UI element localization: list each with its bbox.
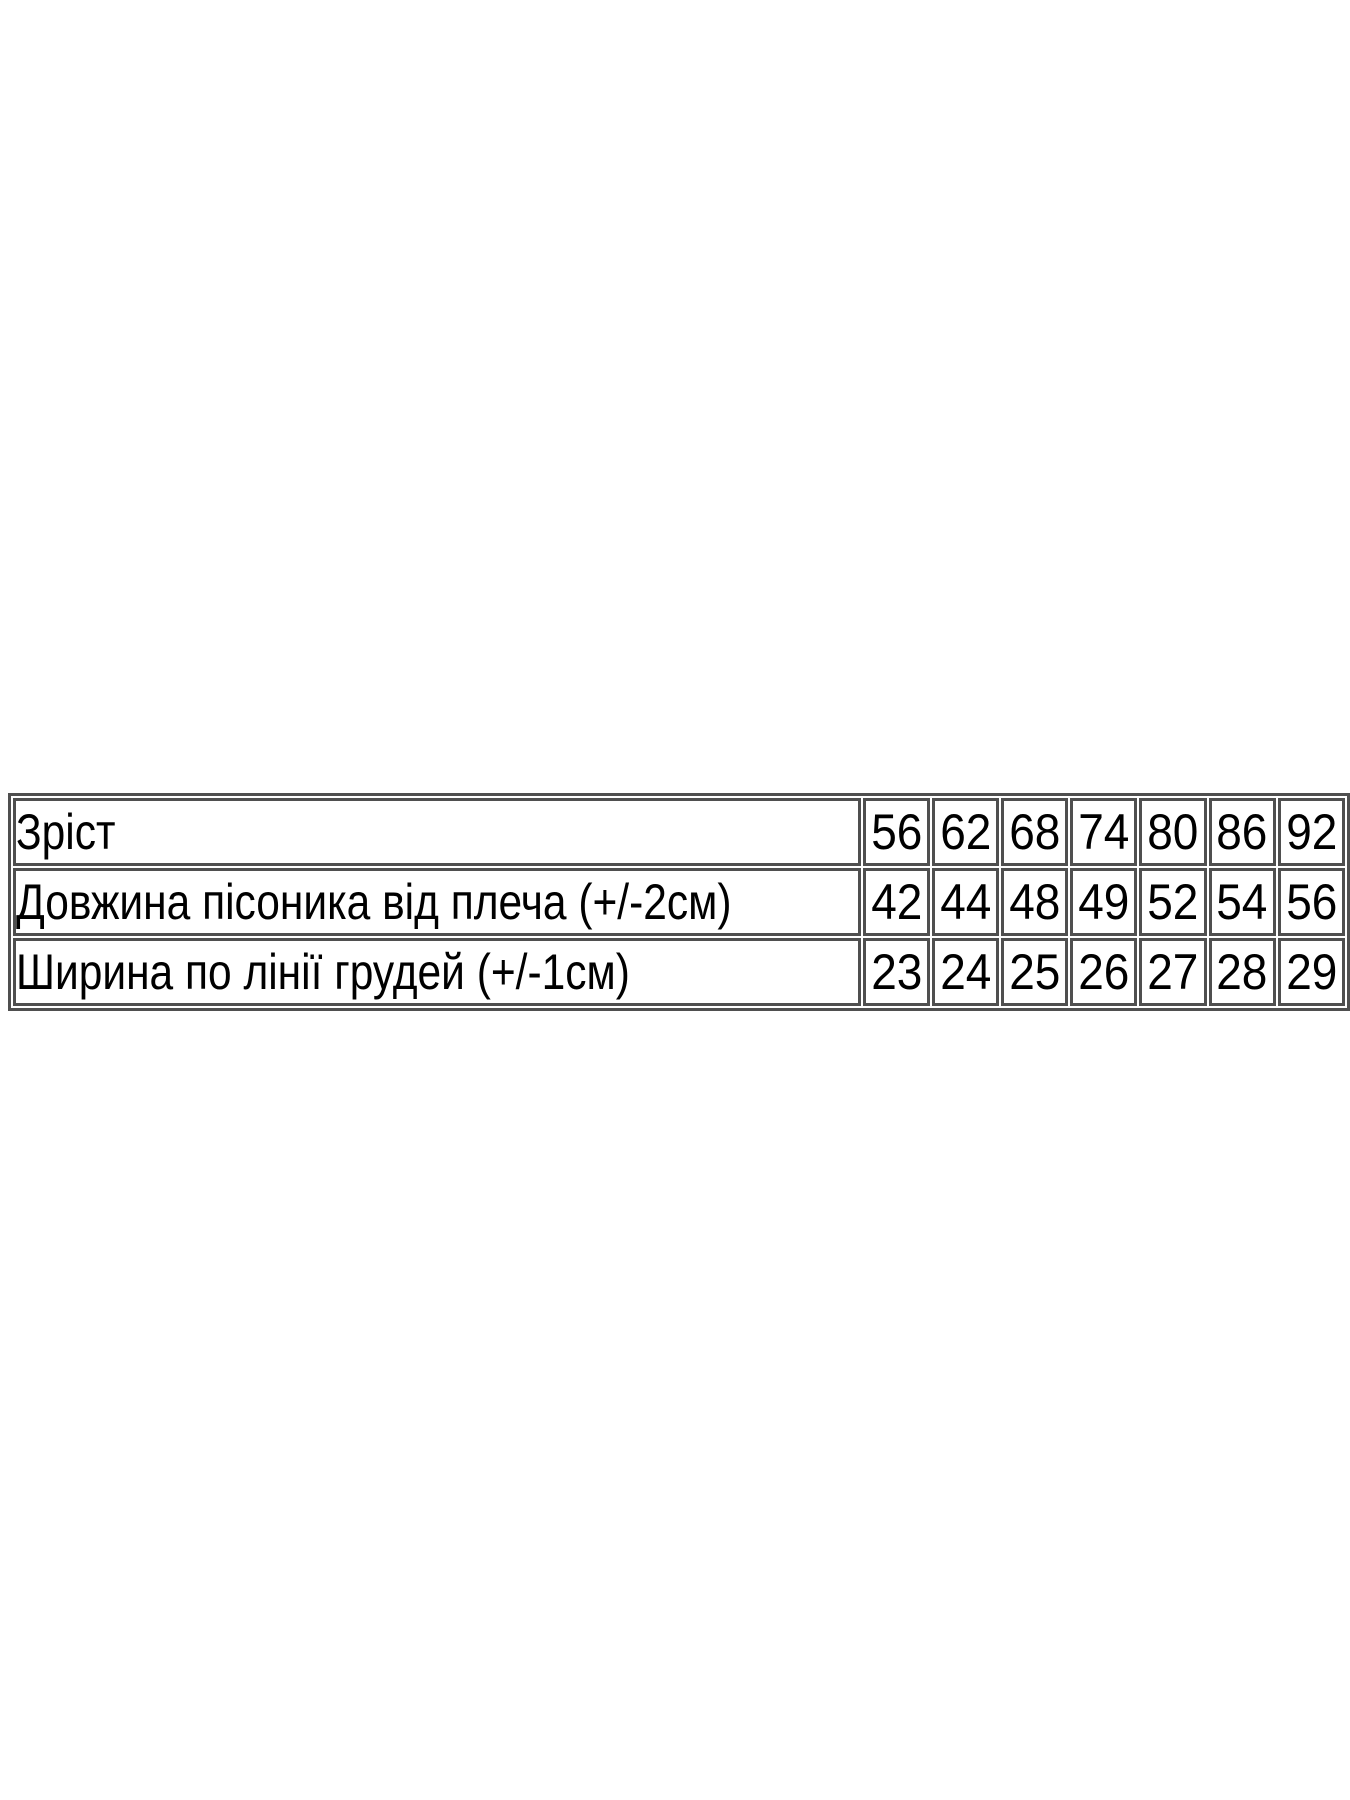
- size-value: 49: [1078, 874, 1130, 930]
- table-row-width: Ширина по лінії грудей (+/-1см) 23 24 25…: [13, 938, 1345, 1006]
- size-cell: 68: [1001, 798, 1069, 866]
- size-cell: 48: [1001, 868, 1069, 936]
- size-value: 92: [1285, 804, 1337, 860]
- size-value: 27: [1147, 944, 1199, 1000]
- size-value: 44: [939, 874, 992, 930]
- size-value: 56: [1285, 874, 1337, 930]
- size-value: 48: [1009, 874, 1061, 930]
- size-cell: 62: [931, 798, 1000, 866]
- size-value: 29: [1285, 944, 1337, 1000]
- size-cell: 49: [1070, 868, 1138, 936]
- size-chart-table: Зріст 56 62 68 74 80 86 92 Довжина пісон…: [8, 793, 1350, 1011]
- size-cell: 92: [1277, 798, 1345, 866]
- size-cell: 27: [1139, 938, 1207, 1006]
- size-cell: 44: [931, 868, 1000, 936]
- size-cell: 54: [1208, 868, 1276, 936]
- size-cell: 56: [862, 798, 930, 866]
- size-cell: 42: [862, 868, 930, 936]
- size-chart: Зріст 56 62 68 74 80 86 92 Довжина пісон…: [8, 793, 1350, 1011]
- row-label-text: Довжина пісоника від плеча (+/-2см): [16, 874, 732, 930]
- size-value: 28: [1216, 944, 1268, 1000]
- size-value: 25: [1009, 944, 1061, 1000]
- size-cell: 86: [1208, 798, 1276, 866]
- size-value: 74: [1078, 804, 1130, 860]
- table-row-height: Зріст 56 62 68 74 80 86 92: [13, 798, 1345, 866]
- size-cell: 74: [1070, 798, 1138, 866]
- row-label-height: Зріст: [13, 798, 861, 866]
- size-value: 56: [870, 804, 922, 860]
- size-cell: 28: [1208, 938, 1276, 1006]
- size-cell: 52: [1139, 868, 1207, 936]
- size-cell: 23: [862, 938, 930, 1006]
- size-value: 52: [1147, 874, 1199, 930]
- size-value: 42: [870, 874, 922, 930]
- row-label-width: Ширина по лінії грудей (+/-1см): [13, 938, 861, 1006]
- size-cell: 80: [1139, 798, 1207, 866]
- size-value: 23: [870, 944, 922, 1000]
- size-value: 26: [1078, 944, 1130, 1000]
- size-value: 68: [1009, 804, 1061, 860]
- size-cell: 24: [931, 938, 1000, 1006]
- size-value: 86: [1216, 804, 1268, 860]
- row-label-length: Довжина пісоника від плеча (+/-2см): [13, 868, 861, 936]
- size-value: 80: [1147, 804, 1199, 860]
- size-value: 24: [939, 944, 992, 1000]
- row-label-text: Зріст: [16, 804, 116, 860]
- size-value: 54: [1216, 874, 1268, 930]
- size-cell: 25: [1001, 938, 1069, 1006]
- size-cell: 56: [1277, 868, 1345, 936]
- size-cell: 29: [1277, 938, 1345, 1006]
- row-label-text: Ширина по лінії грудей (+/-1см): [16, 944, 630, 1000]
- size-value: 62: [939, 804, 992, 860]
- size-cell: 26: [1070, 938, 1138, 1006]
- table-row-length: Довжина пісоника від плеча (+/-2см) 42 4…: [13, 868, 1345, 936]
